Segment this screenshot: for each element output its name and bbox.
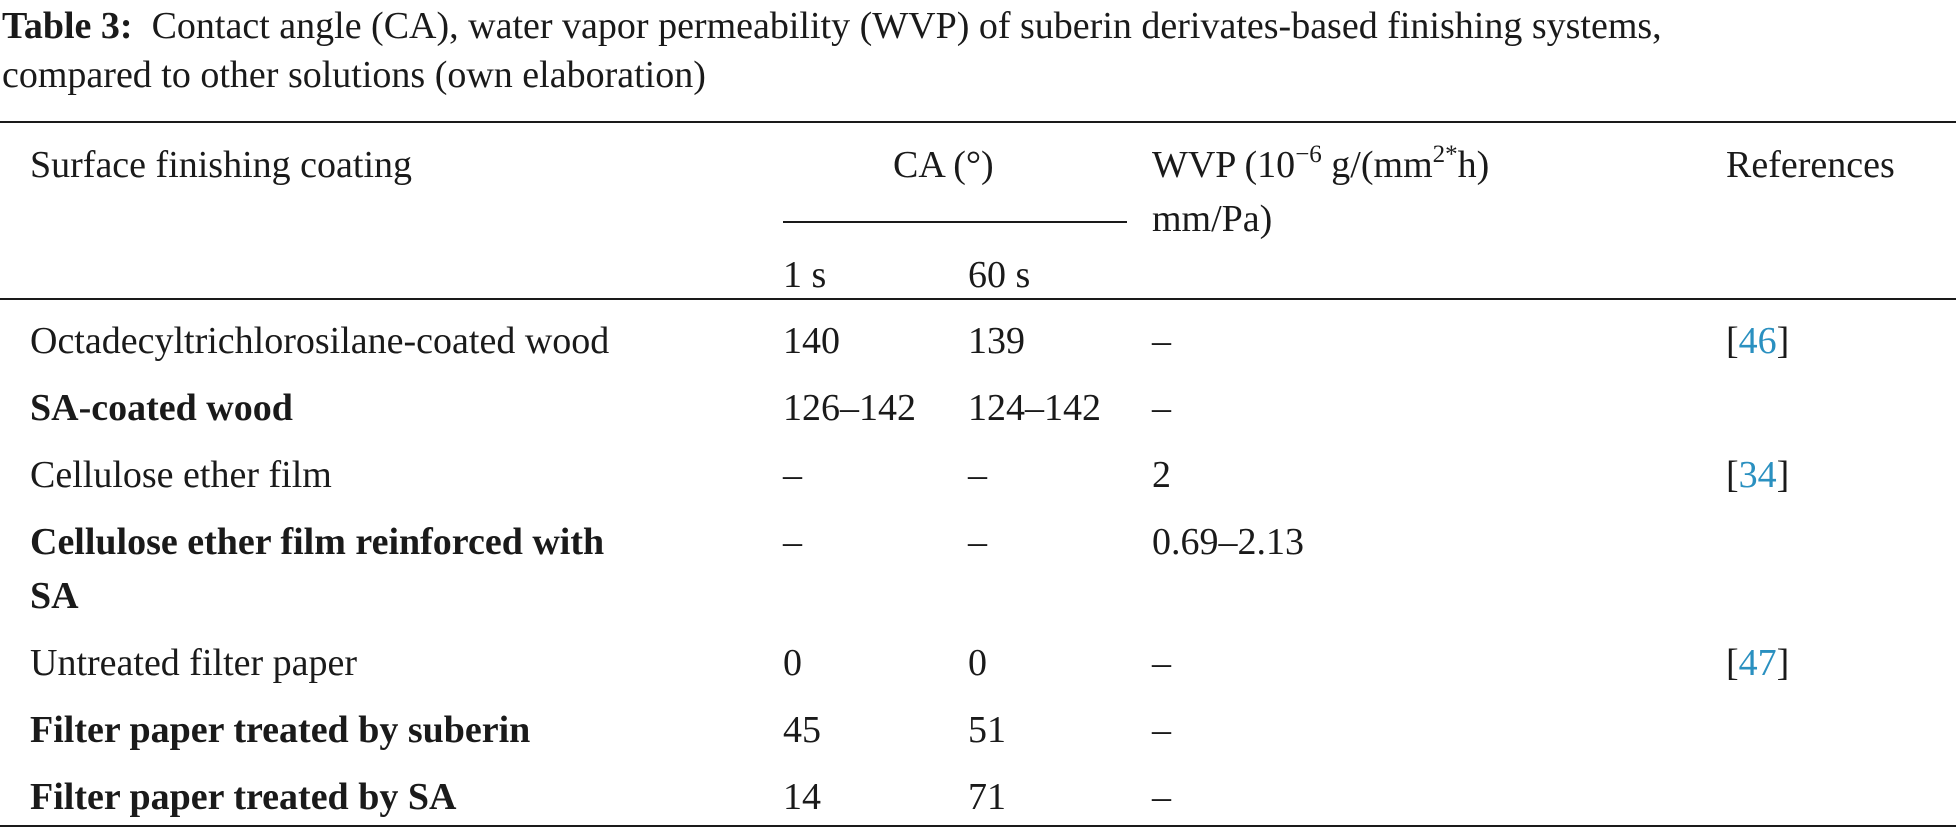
row-2-wvp: – <box>1152 387 1171 429</box>
header-wvp: WVP (10−6 g/(mm2*h) <box>1152 138 1489 192</box>
row-2-ca-1s: 126–142 <box>783 387 916 429</box>
row-5-ref-close: ] <box>1776 642 1790 684</box>
table-caption: Table 3: Contact angle (CA), water vapor… <box>2 2 1952 100</box>
row-7-wvp: – <box>1152 776 1171 818</box>
row-1-ca-60s: 139 <box>968 320 1025 362</box>
row-5-coating: Untreated filter paper <box>30 642 358 684</box>
row-1-wvp: – <box>1152 320 1171 362</box>
header-wvp-mid: g/(mm <box>1321 144 1433 186</box>
header-wvp-prefix: WVP (10 <box>1152 144 1296 186</box>
row-6-wvp: – <box>1152 709 1171 751</box>
row-3-reference: [34] <box>1726 448 1789 502</box>
row-3-ref-close: ] <box>1776 454 1790 496</box>
header-ca-1s: 1 s <box>783 254 827 296</box>
row-4-ca-60s: – <box>968 521 987 563</box>
row-3-ref-open: [ <box>1726 454 1739 496</box>
row-3-ca-1s: – <box>783 454 802 496</box>
row-4-coating: Cellulose ether film reinforced with <box>30 521 605 563</box>
row-2-ca-60s: 124–142 <box>968 387 1101 429</box>
header-wvp-exponent-2: 2* <box>1432 141 1458 168</box>
row-5-ref-open: [ <box>1726 642 1739 684</box>
row-7-ca-60s: 71 <box>968 776 1006 818</box>
header-coating: Surface finishing coating <box>30 144 413 186</box>
row-3-ca-60s: – <box>968 454 987 496</box>
row-5-reference: [47] <box>1726 636 1789 690</box>
row-7-coating: Filter paper treated by SA <box>30 776 457 818</box>
header-rule <box>0 298 1956 300</box>
header-references: References <box>1726 144 1895 186</box>
row-1-ca-1s: 140 <box>783 320 840 362</box>
caption-label: Table 3: <box>2 5 133 47</box>
row-5-ca-60s: 0 <box>968 642 987 684</box>
bottom-rule <box>0 825 1956 827</box>
row-6-coating: Filter paper treated by suberin <box>30 709 531 751</box>
header-wvp-line-2: mm/Pa) <box>1152 198 1273 240</box>
row-4-wvp: 0.69–2.13 <box>1152 521 1304 563</box>
header-wvp-exponent: −6 <box>1295 141 1322 168</box>
row-5-wvp: – <box>1152 642 1171 684</box>
row-1-ref-close: ] <box>1776 320 1790 362</box>
row-1-ref-open: [ <box>1726 320 1739 362</box>
reference-link-47[interactable]: 47 <box>1738 642 1777 684</box>
caption-text-1: Contact angle (CA), water vapor permeabi… <box>151 5 1662 47</box>
caption-line-2: compared to other solutions (own elabora… <box>2 54 706 96</box>
row-6-ca-60s: 51 <box>968 709 1006 751</box>
top-rule <box>0 121 1956 123</box>
ca-spanner-rule <box>783 221 1127 223</box>
row-6-ca-1s: 45 <box>783 709 821 751</box>
row-7-ca-1s: 14 <box>783 776 821 818</box>
row-5-ca-1s: 0 <box>783 642 802 684</box>
row-4-ca-1s: – <box>783 521 802 563</box>
reference-link-46[interactable]: 46 <box>1738 320 1777 362</box>
header-ca-60s: 60 s <box>968 254 1031 296</box>
row-2-coating: SA-coated wood <box>30 387 293 429</box>
row-4-coating-line-2: SA <box>30 575 79 617</box>
caption-line-1: Table 3: Contact angle (CA), water vapor… <box>2 2 1952 51</box>
row-3-coating: Cellulose ether film <box>30 454 332 496</box>
row-1-coating: Octadecyltrichlorosilane-coated wood <box>30 320 610 362</box>
row-3-wvp: 2 <box>1152 454 1171 496</box>
header-wvp-suffix: h) <box>1457 144 1490 186</box>
row-1-reference: [46] <box>1726 314 1789 368</box>
reference-link-34[interactable]: 34 <box>1738 454 1777 496</box>
header-ca: CA (°) <box>893 144 994 186</box>
